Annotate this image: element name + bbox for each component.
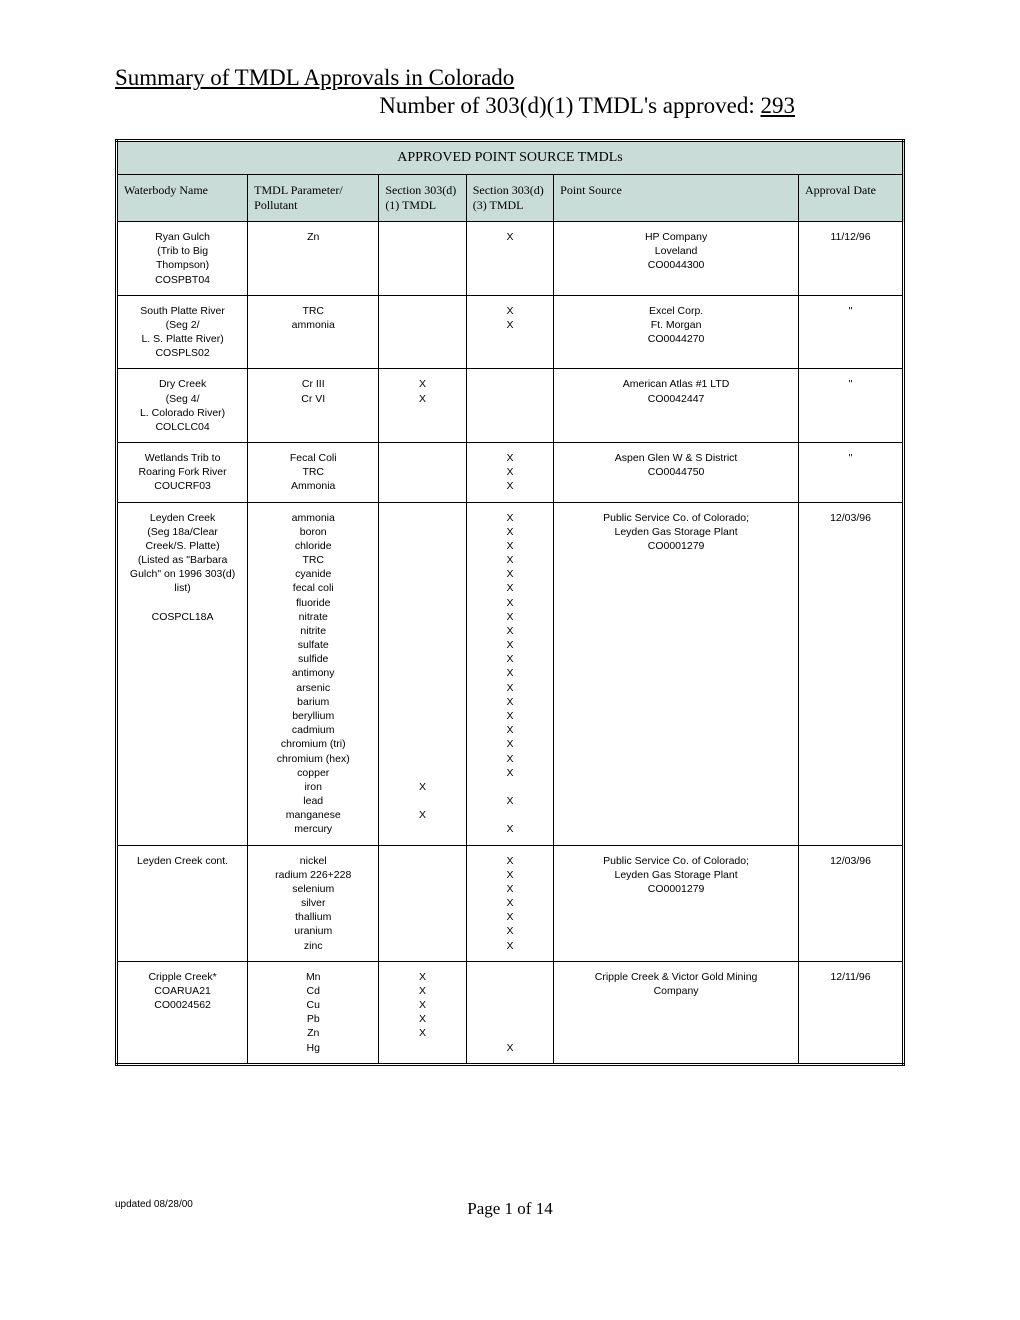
table-body: Ryan Gulch(Trib to BigThompson)COSPBT04Z…	[117, 222, 904, 1065]
table-row: Dry Creek(Seg 4/L. Colorado River)COLCLC…	[117, 369, 904, 443]
cell-approval: "	[799, 295, 904, 369]
cell-approval: 12/03/96	[799, 845, 904, 961]
cell-pointsource: Cripple Creek & Victor Gold MiningCompan…	[554, 961, 799, 1064]
cell-approval: "	[799, 369, 904, 443]
col-pointsource: Point Source	[554, 175, 799, 222]
tmdl-table: APPROVED POINT SOURCE TMDLs Waterbody Na…	[115, 139, 905, 1066]
subtitle-prefix: Number of 303(d)(1) TMDL's approved:	[379, 93, 760, 118]
cell-parameter: nickelradium 226+228seleniumsilverthalli…	[248, 845, 379, 961]
cell-d1: XX	[379, 369, 466, 443]
cell-waterbody: Leyden Creek(Seg 18a/ClearCreek/S. Platt…	[117, 502, 248, 845]
updated-date: updated 08/28/00	[115, 1199, 193, 1210]
cell-waterbody: South Platte River(Seg 2/L. S. Platte Ri…	[117, 295, 248, 369]
cell-waterbody: Ryan Gulch(Trib to BigThompson)COSPBT04	[117, 222, 248, 296]
page-title: Summary of TMDL Approvals in Colorado	[115, 65, 905, 91]
cell-parameter: Fecal ColiTRCAmmonia	[248, 443, 379, 503]
cell-approval: "	[799, 443, 904, 503]
cell-waterbody: Cripple Creek*COARUA21CO0024562	[117, 961, 248, 1064]
cell-d1	[379, 845, 466, 961]
cell-pointsource: HP CompanyLovelandCO0044300	[554, 222, 799, 296]
cell-parameter: Cr IIICr VI	[248, 369, 379, 443]
col-approval: Approval Date	[799, 175, 904, 222]
cell-d3: XX	[466, 295, 553, 369]
cell-approval: 11/12/96	[799, 222, 904, 296]
cell-parameter: MnCdCuPbZnHg	[248, 961, 379, 1064]
table-row: Ryan Gulch(Trib to BigThompson)COSPBT04Z…	[117, 222, 904, 296]
table-row: Cripple Creek*COARUA21CO0024562MnCdCuPbZ…	[117, 961, 904, 1064]
cell-d1: XXXXX	[379, 961, 466, 1064]
cell-pointsource: Excel Corp.Ft. MorganCO0044270	[554, 295, 799, 369]
cell-d3	[466, 369, 553, 443]
col-parameter: TMDL Parameter/ Pollutant	[248, 175, 379, 222]
table-row: South Platte River(Seg 2/L. S. Platte Ri…	[117, 295, 904, 369]
cell-d1	[379, 222, 466, 296]
cell-parameter: Zn	[248, 222, 379, 296]
cell-waterbody: Leyden Creek cont.	[117, 845, 248, 961]
col-waterbody: Waterbody Name	[117, 175, 248, 222]
table-row: Leyden Creek(Seg 18a/ClearCreek/S. Platt…	[117, 502, 904, 845]
cell-d1: X X	[379, 502, 466, 845]
cell-waterbody: Dry Creek(Seg 4/L. Colorado River)COLCLC…	[117, 369, 248, 443]
cell-d1	[379, 295, 466, 369]
page-subtitle: Number of 303(d)(1) TMDL's approved: 293	[115, 93, 905, 119]
cell-d3: XXXXXXX	[466, 845, 553, 961]
page-number: Page 1 of 14	[467, 1199, 552, 1219]
cell-pointsource: Public Service Co. of Colorado;Leyden Ga…	[554, 845, 799, 961]
table-row: Leyden Creek cont.nickelradium 226+228se…	[117, 845, 904, 961]
table-row: Wetlands Trib toRoaring Fork RiverCOUCRF…	[117, 443, 904, 503]
cell-approval: 12/03/96	[799, 502, 904, 845]
cell-d3: X	[466, 222, 553, 296]
col-d1: Section 303(d)(1) TMDL	[379, 175, 466, 222]
cell-pointsource: Aspen Glen W & S DistrictCO0044750	[554, 443, 799, 503]
approval-count: 293	[761, 93, 796, 118]
cell-d1	[379, 443, 466, 503]
cell-d3: X	[466, 961, 553, 1064]
footer: updated 08/28/00 Page 1 of 14	[115, 1199, 905, 1210]
cell-parameter: TRCammonia	[248, 295, 379, 369]
cell-parameter: ammoniaboronchlorideTRCcyanidefecal coli…	[248, 502, 379, 845]
table-title: APPROVED POINT SOURCE TMDLs	[117, 141, 904, 175]
cell-pointsource: American Atlas #1 LTDCO0042447	[554, 369, 799, 443]
col-d3: Section 303(d)(3) TMDL	[466, 175, 553, 222]
cell-pointsource: Public Service Co. of Colorado;Leyden Ga…	[554, 502, 799, 845]
cell-d3: XXXXXXXXXXXXXXXXXXX X X	[466, 502, 553, 845]
cell-approval: 12/11/96	[799, 961, 904, 1064]
cell-waterbody: Wetlands Trib toRoaring Fork RiverCOUCRF…	[117, 443, 248, 503]
cell-d3: XXX	[466, 443, 553, 503]
